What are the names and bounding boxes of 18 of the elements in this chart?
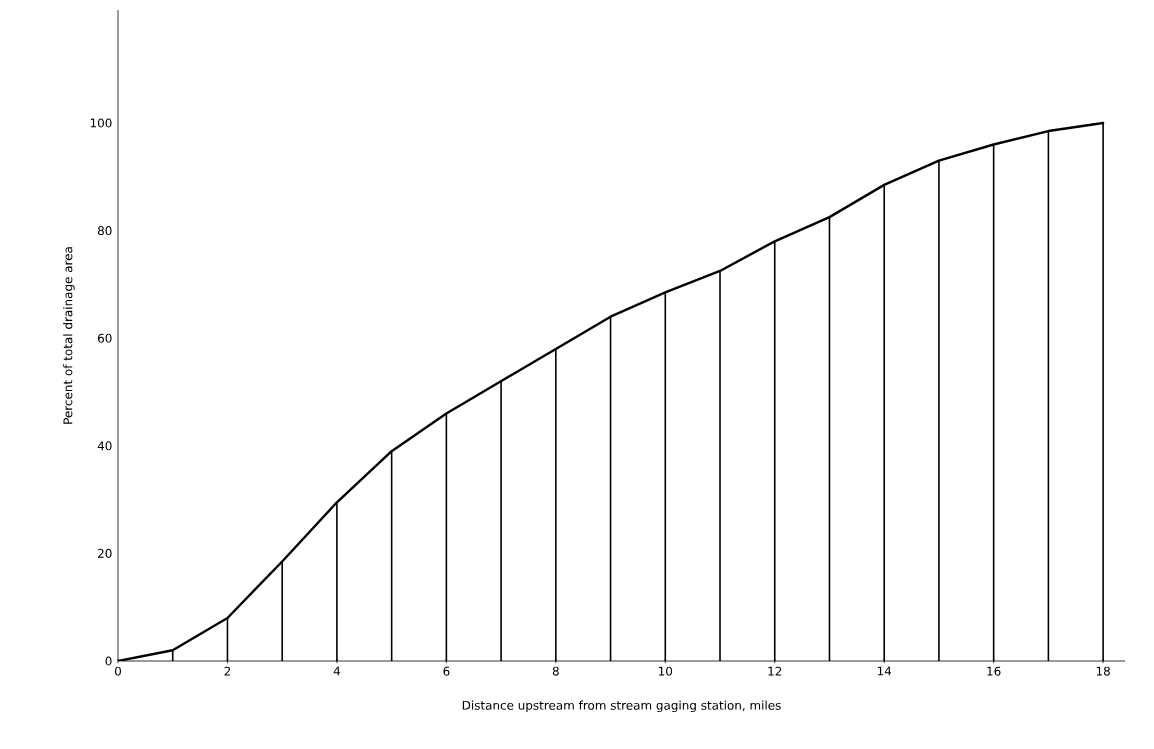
x-tick-label: 18	[1096, 666, 1110, 676]
y-tick-label: 0	[105, 656, 112, 666]
x-tick-label: 14	[877, 666, 892, 676]
y-tick-label: 100	[90, 118, 112, 128]
x-tick-label: 0	[114, 666, 122, 676]
y-tick-label: 40	[97, 441, 112, 451]
x-tick-label: 2	[224, 666, 231, 676]
x-tick-label: 6	[443, 666, 450, 676]
y-axis-title: Percent of total drainage area	[63, 247, 75, 424]
x-tick-label: 16	[987, 666, 1001, 676]
x-tick-label: 10	[658, 666, 673, 676]
x-tick-label: 12	[768, 666, 782, 676]
y-tick-label: 80	[97, 226, 112, 236]
x-tick-label: 4	[333, 666, 341, 676]
x-tick-label: 8	[552, 666, 559, 676]
y-tick-label: 20	[98, 548, 112, 558]
y-tick-label: 60	[97, 333, 112, 343]
x-axis-title: Distance upstream from stream gaging station, miles	[462, 700, 781, 713]
